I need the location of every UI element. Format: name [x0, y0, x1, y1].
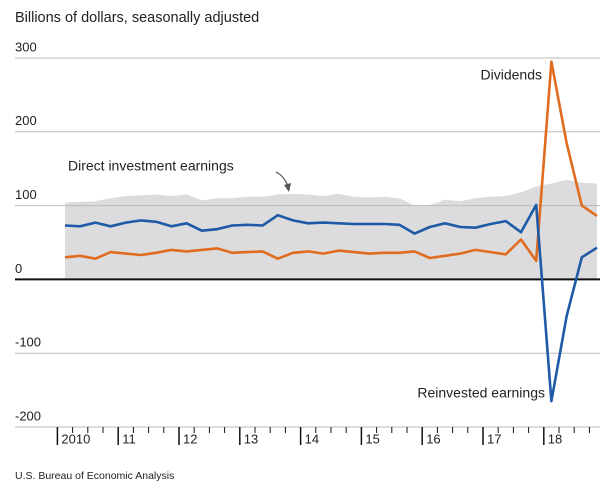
y-tick-label: -200 — [15, 408, 41, 423]
grid-layer: -200 -100 0 100 200 300 2010 11 12 13 14 15 16 17 18 — [15, 39, 600, 446]
y-tick-label: 300 — [15, 39, 37, 54]
annotation-arrow — [275, 171, 289, 187]
series-label: Direct investment earnings — [68, 158, 234, 174]
x-tick-label: 12 — [183, 431, 197, 446]
x-tick-label: 17 — [487, 431, 501, 446]
y-tick-label: -100 — [15, 335, 41, 350]
line — [64, 60, 598, 263]
y-tick-label: 200 — [15, 113, 37, 128]
x-tick-label: 15 — [365, 431, 379, 446]
x-tick-label: 18 — [548, 431, 562, 446]
x-tick-label: 11 — [122, 431, 136, 446]
area — [65, 179, 597, 280]
source-note: U.S. Bureau of Economic Analysis — [15, 470, 174, 482]
series-label: Reinvested earnings — [417, 385, 545, 401]
x-tick-label: 2010 — [61, 431, 90, 446]
x-tick-label: 13 — [244, 431, 258, 446]
line-layer — [64, 60, 598, 403]
y-tick-label: 0 — [15, 261, 22, 276]
annotation-arrowhead — [284, 183, 291, 192]
line — [64, 203, 598, 403]
area-layer — [65, 179, 597, 280]
x-tick-label: 14 — [305, 431, 319, 446]
y-tick-label: 100 — [15, 187, 37, 202]
series-label: Dividends — [481, 67, 542, 83]
x-tick-label: 16 — [426, 431, 440, 446]
chart-title: Billions of dollars, seasonally adjusted — [15, 10, 259, 26]
